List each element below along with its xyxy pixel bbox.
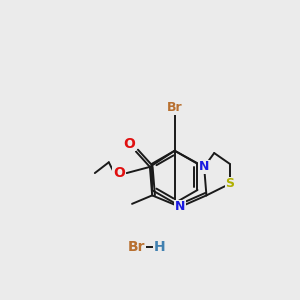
Text: O: O [113,166,125,180]
Text: Br: Br [167,101,182,114]
Text: N: N [175,200,185,213]
Text: H: H [154,240,166,254]
Text: S: S [225,177,234,190]
Text: O: O [123,137,135,151]
Text: N: N [199,160,209,173]
Text: Br: Br [128,240,146,254]
